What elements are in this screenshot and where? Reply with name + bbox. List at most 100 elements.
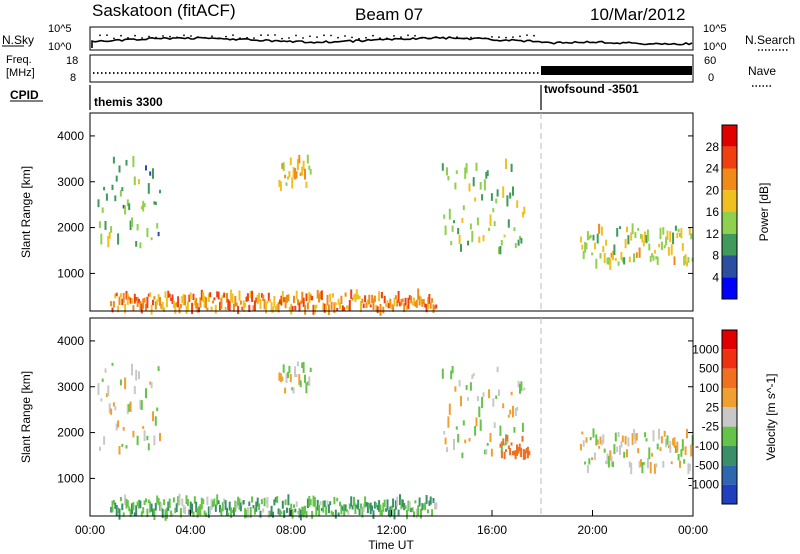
data-cell [510, 163, 513, 172]
data-cell [343, 307, 346, 311]
data-cell [136, 501, 139, 507]
data-cell [132, 305, 135, 311]
data-cell [288, 366, 291, 374]
data-cell [376, 306, 379, 313]
data-cell [528, 450, 531, 456]
data-cell [418, 497, 421, 507]
data-cell [308, 495, 311, 507]
data-cell [122, 427, 125, 431]
data-cell [472, 373, 475, 377]
data-cell [467, 397, 469, 401]
data-cell [361, 298, 364, 303]
noise-search-point [260, 34, 262, 37]
data-cell [665, 438, 668, 448]
data-cell [177, 296, 180, 308]
data-cell [677, 453, 680, 461]
data-cell [150, 304, 153, 315]
data-cell [462, 420, 465, 426]
data-cell [638, 247, 641, 258]
data-cell [431, 509, 434, 516]
power-colorbar: 4 8 12 16 20 24 28 [706, 124, 738, 300]
data-cell [489, 432, 492, 443]
data-cell [469, 382, 472, 391]
data-cell [385, 508, 388, 512]
data-cell [147, 499, 150, 504]
data-cell [521, 211, 524, 218]
data-cell [628, 256, 631, 263]
data-cell [175, 503, 178, 512]
data-cell [474, 426, 477, 436]
noise-search-point [407, 34, 409, 37]
data-cell [432, 304, 435, 313]
data-cell [121, 187, 124, 192]
data-cell [252, 305, 255, 311]
data-cell [119, 293, 122, 298]
data-cell [407, 500, 410, 512]
data-cell [152, 168, 154, 179]
data-cell [161, 301, 164, 311]
data-cell [279, 373, 282, 383]
data-cell [684, 254, 687, 265]
data-cell [431, 298, 434, 303]
data-cell [655, 463, 658, 468]
data-cell [299, 509, 302, 521]
data-cell [132, 156, 135, 168]
velocity-y-axis: 1000 2000 3000 4000 [57, 334, 693, 485]
data-cell [186, 499, 189, 506]
data-cell [154, 201, 157, 205]
noise-search-point [183, 34, 185, 37]
data-cell [248, 304, 251, 312]
data-cell [279, 181, 282, 191]
data-cell [399, 494, 401, 505]
data-cell [234, 500, 237, 512]
data-cell [414, 500, 417, 504]
data-cell [301, 166, 304, 176]
data-cell [248, 501, 251, 507]
data-cell [125, 159, 128, 166]
data-cell [253, 300, 256, 312]
data-cell [103, 186, 106, 191]
data-cell [498, 246, 500, 255]
x-tick-label: 00:00 [75, 523, 105, 537]
data-cell [114, 293, 117, 299]
data-cell [648, 243, 651, 251]
data-cell [382, 502, 385, 512]
data-cell [660, 436, 663, 444]
data-cell [209, 292, 212, 298]
data-cell [366, 299, 369, 305]
data-cell [295, 374, 298, 378]
data-cell [417, 505, 420, 516]
data-cell [125, 498, 128, 509]
data-cell [447, 416, 450, 428]
data-cell [455, 170, 458, 174]
power-panel-frame [89, 112, 694, 312]
data-cell [414, 301, 417, 307]
data-cell [138, 371, 140, 380]
data-cell [613, 444, 616, 454]
data-cell [226, 292, 228, 303]
data-cell [520, 237, 523, 244]
colorbar-segment [722, 190, 737, 212]
data-cell [483, 179, 486, 191]
data-cell [410, 296, 413, 304]
data-cell [399, 302, 401, 307]
data-cell [159, 296, 161, 306]
data-cell [105, 393, 108, 397]
data-cell [366, 502, 369, 513]
data-cell [493, 422, 496, 428]
data-cell [653, 249, 656, 254]
data-cell [171, 294, 174, 304]
data-cell [230, 289, 233, 302]
data-cell [626, 226, 628, 233]
data-cell [690, 444, 693, 457]
data-cell [196, 507, 199, 518]
data-cell [157, 366, 160, 372]
data-cell [294, 167, 297, 180]
freq-panel-frame [89, 54, 694, 83]
data-cell [404, 297, 407, 306]
data-cell [424, 502, 427, 511]
noise-left-tick-high: 10^5 [48, 23, 72, 35]
colorbar-segment [722, 146, 737, 169]
data-cell [272, 306, 274, 313]
data-cell [167, 290, 170, 298]
